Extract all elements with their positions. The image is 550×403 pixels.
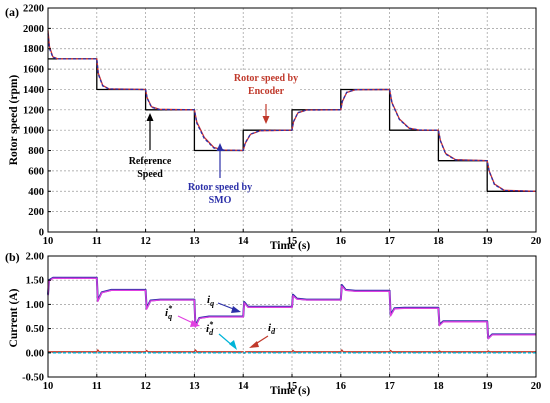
panel-b-x-tick-label: 12 (140, 381, 151, 392)
annotation-id-ref-label: i* d (206, 320, 214, 337)
annotation-rotor-speed-encoder: Rotor speed by Encoder (234, 70, 300, 124)
panel-a-x-tick-label: 16 (336, 236, 347, 247)
panel-b-x-tick-label: 11 (92, 381, 102, 392)
panel-a-x-tick-label: 19 (482, 236, 493, 247)
panel-a-y-tick-label: 200 (28, 207, 44, 218)
panel-b-x-tick-label: 20 (531, 381, 542, 392)
panel-a-y-tick-label: 400 (28, 187, 44, 198)
annotation-encoder-bg (234, 70, 300, 100)
panel-b-y-axis-label: Current (A) (8, 288, 20, 347)
panel-a-y-tick-label: 1200 (23, 105, 44, 116)
annotation-encoder-line2: Encoder (248, 86, 285, 97)
panel-b-y-tick-label: 1.50 (26, 276, 44, 287)
panel-a-y-tick-label: 1800 (23, 44, 44, 55)
panel-b-current-chart: 10 11 12 13 14 15 16 17 18 19 20 -0.50 0.00 0.50 1.00 1… (5, 250, 541, 397)
panel-b-x-tick-label: 16 (336, 381, 347, 392)
annotation-iq-ref-label: i* q (165, 304, 173, 321)
panel-a-series-smo (47, 33, 537, 192)
panel-a-y-tick-label: 600 (28, 166, 44, 177)
panel-a-y-axis-label: Rotor speed (rpm) (8, 75, 20, 166)
panel-a-ticks: 10 11 12 13 14 15 16 17 18 19 20020040060080010001… (23, 4, 541, 248)
panel-b-x-tick-label: 15 (287, 381, 298, 392)
panel-b-x-tick-label: 13 (189, 381, 200, 392)
panel-a-x-tick-label: 15 (287, 236, 298, 247)
panel-b-y-tick-label: 2.00 (26, 252, 44, 263)
panel-b-y-tick-label: -0.50 (22, 373, 44, 384)
panel-b-series (47, 276, 536, 354)
annotation-reference-line1: Reference (129, 156, 172, 167)
panel-a-label: (a) (5, 5, 19, 19)
panel-a-x-tick-label: 20 (531, 236, 542, 247)
panel-b-label: (b) (5, 250, 20, 264)
panel-a-y-tick-label: 1000 (23, 126, 44, 137)
annotation-encoder-line1: Rotor speed by (234, 73, 298, 84)
panel-b-x-tick-label: 14 (238, 381, 249, 392)
panel-b-x-axis-label: Time (s) (270, 385, 311, 397)
panel-a-x-tick-label: 18 (433, 236, 444, 247)
panel-a-y-tick-label: 1600 (23, 65, 44, 76)
panel-b-series-iq-ref (47, 277, 536, 340)
panel-a-speed-chart: 10 11 12 13 14 15 16 17 18 19 20020040060080010001… (5, 4, 541, 253)
panel-b-y-tick-label: 1.00 (26, 300, 44, 311)
panel-b-x-tick-label: 17 (384, 381, 395, 392)
annotation-iq-ref: i* q (165, 304, 200, 327)
annotation-id-label: id (268, 322, 276, 336)
panel-b-x-tick-label: 19 (482, 381, 493, 392)
panel-a-y-tick-label: 800 (28, 146, 44, 157)
annotation-smo-line2: SMO (209, 195, 232, 206)
panel-b-series-id (48, 349, 536, 354)
panel-a-y-tick-label: 2000 (23, 24, 44, 35)
panel-b-x-tick-label: 10 (43, 381, 54, 392)
panel-b-y-tick-label: 0.50 (26, 324, 44, 335)
annotation-rotor-speed-smo: Rotor speed by SMO (188, 143, 252, 206)
panel-b-y-tick-label: 0.00 (26, 348, 44, 359)
annotation-iq: iq (207, 294, 241, 313)
panel-a-x-tick-label: 13 (189, 236, 200, 247)
panel-a-y-tick-label: 2200 (23, 4, 44, 15)
annotation-reference-line2: Speed (137, 169, 163, 180)
panel-a-y-tick-label: 1400 (23, 85, 44, 96)
panel-a-x-tick-label: 12 (140, 236, 151, 247)
panel-b-ticks: 10 11 12 13 14 15 16 17 18 19 20 -0.50 0.00 0.50 1.00 1… (22, 252, 541, 393)
panel-a-x-tick-label: 17 (384, 236, 395, 247)
panel-a-x-tick-label: 11 (92, 236, 102, 247)
annotation-reference-speed: Reference Speed (129, 113, 172, 180)
panel-a-y-tick-label: 0 (39, 228, 44, 239)
panel-a-series (47, 30, 537, 192)
annotation-iq-label: iq (207, 294, 214, 308)
annotation-id-ref: i* d (206, 320, 237, 350)
annotation-id: id (249, 322, 276, 348)
annotation-smo-line1: Rotor speed by (188, 182, 252, 193)
panel-a-x-tick-label: 10 (43, 236, 54, 247)
panel-a-x-tick-label: 14 (238, 236, 249, 247)
panel-a-x-axis-label: Time (s) (270, 240, 311, 252)
panel-b-x-tick-label: 18 (433, 381, 444, 392)
